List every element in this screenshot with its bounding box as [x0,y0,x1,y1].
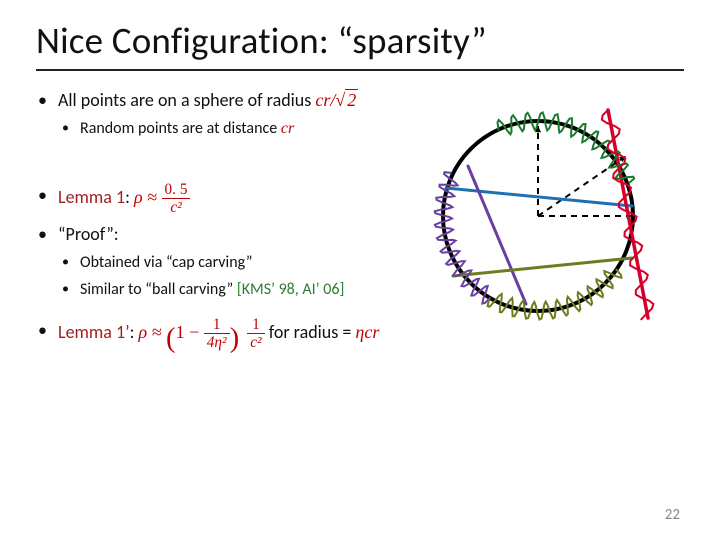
page-number: 22 [665,506,680,524]
proof-sub2-text: Similar to “ball carving” [80,280,237,299]
title-area: Nice Configuration: “sparsity” [36,18,684,71]
lemma1-label: Lemma 1 [58,186,125,208]
lemma1p-f2-num: 1 [247,317,264,334]
bullet-random-text: Random points are at distance [80,119,281,138]
math-cr: cr [315,90,330,110]
proof-sub2-cite: [KMS’ 98, AI’ 06] [237,280,345,299]
lemma1-num: 0. 5 [162,182,191,199]
lemma1p-rho: ρ ≈ [138,322,166,342]
lemma1p-tail: for radius = [269,321,356,343]
lemma1p-f2-den: c² [247,334,264,350]
diagram-svg [398,86,688,346]
math-cr2: cr [281,120,294,137]
bullet-sphere-text: All points are on a sphere of radius [58,89,315,111]
diagram [398,86,688,346]
lemma1-den: c² [162,199,191,215]
slide-title: Nice Configuration: “sparsity” [36,18,684,63]
lemma1p-f1-num: 1 [204,317,230,334]
lemma1p-eta-cr: ηcr [355,322,379,342]
lemma1p-expr: (1 − 1 4η² ) 1 c² [166,321,269,343]
lemma1p-label: Lemma 1’ [58,321,130,343]
lemma1-rho: ρ ≈ [134,187,162,207]
lemma1p-frac2: 1 c² [247,317,264,351]
math-sqrt: 2 [335,87,358,115]
lemma1p-oneminus: 1 − [176,322,204,342]
math-cr-over-root2: cr/2 [315,90,358,110]
proof-sub1-text: Obtained via “cap carving” [80,253,252,272]
math-root-2: 2 [345,89,358,110]
proof-label: “Proof”: [58,223,119,245]
lemma1-fraction: 0. 5 c² [162,182,191,216]
lemma1p-frac1: 1 4η² [204,317,230,351]
lemma1p-f1-den: 4η² [204,334,230,350]
